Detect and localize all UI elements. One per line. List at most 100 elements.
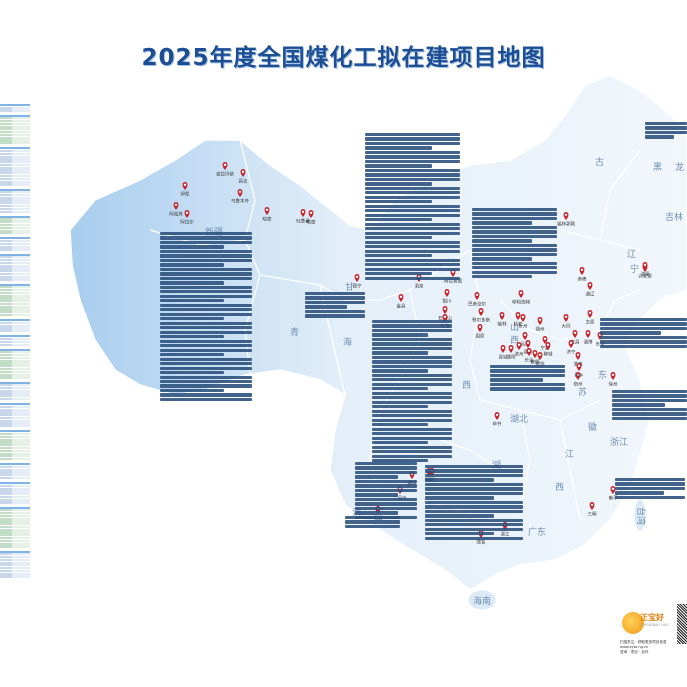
map-pin-icon — [576, 363, 582, 371]
map-pin-icon — [568, 340, 574, 348]
legend-table — [0, 147, 30, 186]
project-callout — [365, 168, 460, 173]
map-pin-dot — [523, 333, 527, 336]
map-pin-icon — [442, 306, 448, 314]
project-callout — [372, 459, 428, 463]
legend-row — [0, 205, 30, 208]
map-pin-dot — [643, 263, 647, 266]
callout-column-xinjiang — [160, 232, 252, 402]
map-pin-icon — [532, 350, 538, 358]
legend-row — [0, 210, 30, 213]
city-label: 徐州 — [609, 381, 618, 388]
legend-row — [0, 553, 30, 556]
map-pin-icon — [563, 314, 569, 322]
project-callout — [160, 281, 225, 285]
map-title: 2025年度全国煤化工拟在建项目地图 — [141, 45, 546, 71]
project-callout — [365, 218, 432, 222]
qr-code-icon[interactable] — [677, 604, 687, 644]
legend-row — [0, 398, 30, 401]
city-pin: 鄂尔多斯 — [472, 308, 490, 324]
legend-row — [0, 245, 30, 248]
legend-row — [0, 435, 30, 438]
city-pin: 聊城 — [544, 342, 553, 358]
legend-row — [0, 476, 30, 480]
map-pin-icon — [522, 332, 528, 340]
project-callout — [160, 375, 252, 379]
project-callout — [425, 523, 523, 527]
province-label-ning: 宁 — [630, 263, 639, 275]
city-pin: 阿克苏 — [169, 202, 183, 218]
city-label: 伊犁 — [181, 191, 190, 198]
map-pin-dot — [527, 349, 531, 352]
brand-contact: 扫描关注 · 获取更多项目信息 www.zyto.ng.cn 咨询 · 项目 ·… — [620, 640, 667, 655]
project-callout — [372, 373, 452, 377]
legend-row — [0, 106, 30, 109]
project-callout — [372, 382, 452, 386]
project-callout — [372, 378, 452, 382]
project-callout — [612, 390, 687, 394]
project-callout — [612, 407, 687, 412]
legend-row — [0, 359, 30, 362]
city-label: 通辽 — [586, 291, 595, 298]
map-pin-icon — [579, 267, 585, 275]
brand-logo-icon — [622, 612, 644, 634]
legend-row — [0, 416, 30, 420]
legend-row — [0, 517, 30, 520]
map-pin-icon — [585, 330, 591, 338]
legend-row — [0, 458, 30, 461]
project-callout — [160, 344, 252, 348]
legend-row — [0, 512, 30, 515]
project-callout — [365, 182, 432, 186]
map-pin-icon — [545, 342, 551, 350]
legend-row — [0, 569, 30, 573]
legend-row — [0, 367, 30, 371]
project-callout — [372, 436, 452, 440]
province-label-jilin: 吉林 — [665, 211, 683, 223]
city-pin: 晋城 — [499, 345, 508, 361]
map-pin-dot — [543, 337, 547, 340]
map-pin-dot — [521, 315, 525, 318]
project-callout — [365, 164, 432, 168]
map-pin-dot — [451, 270, 455, 273]
project-callout — [355, 462, 417, 466]
legend-row — [0, 567, 30, 570]
project-callout — [372, 450, 452, 454]
project-callout — [160, 348, 252, 352]
city-pin: 济宁 — [567, 340, 576, 356]
legend-row — [0, 575, 30, 578]
project-callout — [355, 497, 417, 502]
city-label: 固原 — [476, 334, 485, 340]
project-callout — [345, 524, 400, 529]
project-callout — [600, 344, 687, 349]
city-label: 滨州 — [515, 351, 524, 358]
project-callout — [345, 520, 400, 524]
city-pin: 吐鲁番 — [296, 209, 310, 225]
map-pin-icon — [587, 282, 593, 290]
legend-row — [0, 155, 30, 158]
project-callout — [372, 454, 452, 458]
callout-column-shandong — [600, 318, 687, 349]
legend-row — [0, 272, 30, 276]
legend-row — [0, 207, 30, 210]
map-pin-icon — [518, 290, 524, 298]
project-callout — [425, 532, 494, 536]
project-callout — [160, 335, 225, 339]
project-callout — [160, 321, 252, 325]
city-pin: 三明 — [588, 502, 597, 518]
legend-row — [0, 514, 30, 517]
city-label: 哈密 — [307, 219, 316, 226]
legend-row — [0, 139, 30, 142]
city-label: 酒泉 — [415, 283, 424, 290]
province-label-jiangxi2: 西 — [555, 482, 564, 493]
project-callout — [425, 473, 523, 478]
province-label-hubei: 湖北 — [510, 414, 528, 425]
legend-row — [0, 142, 30, 145]
project-callout — [600, 318, 687, 322]
city-label: 鄂尔多斯 — [472, 317, 490, 324]
project-callout — [160, 397, 252, 402]
province-label-gansu: 甘 — [345, 281, 354, 293]
city-label: 三明 — [588, 512, 597, 518]
city-label: 阿克苏 — [169, 211, 183, 218]
project-callout — [615, 478, 685, 482]
